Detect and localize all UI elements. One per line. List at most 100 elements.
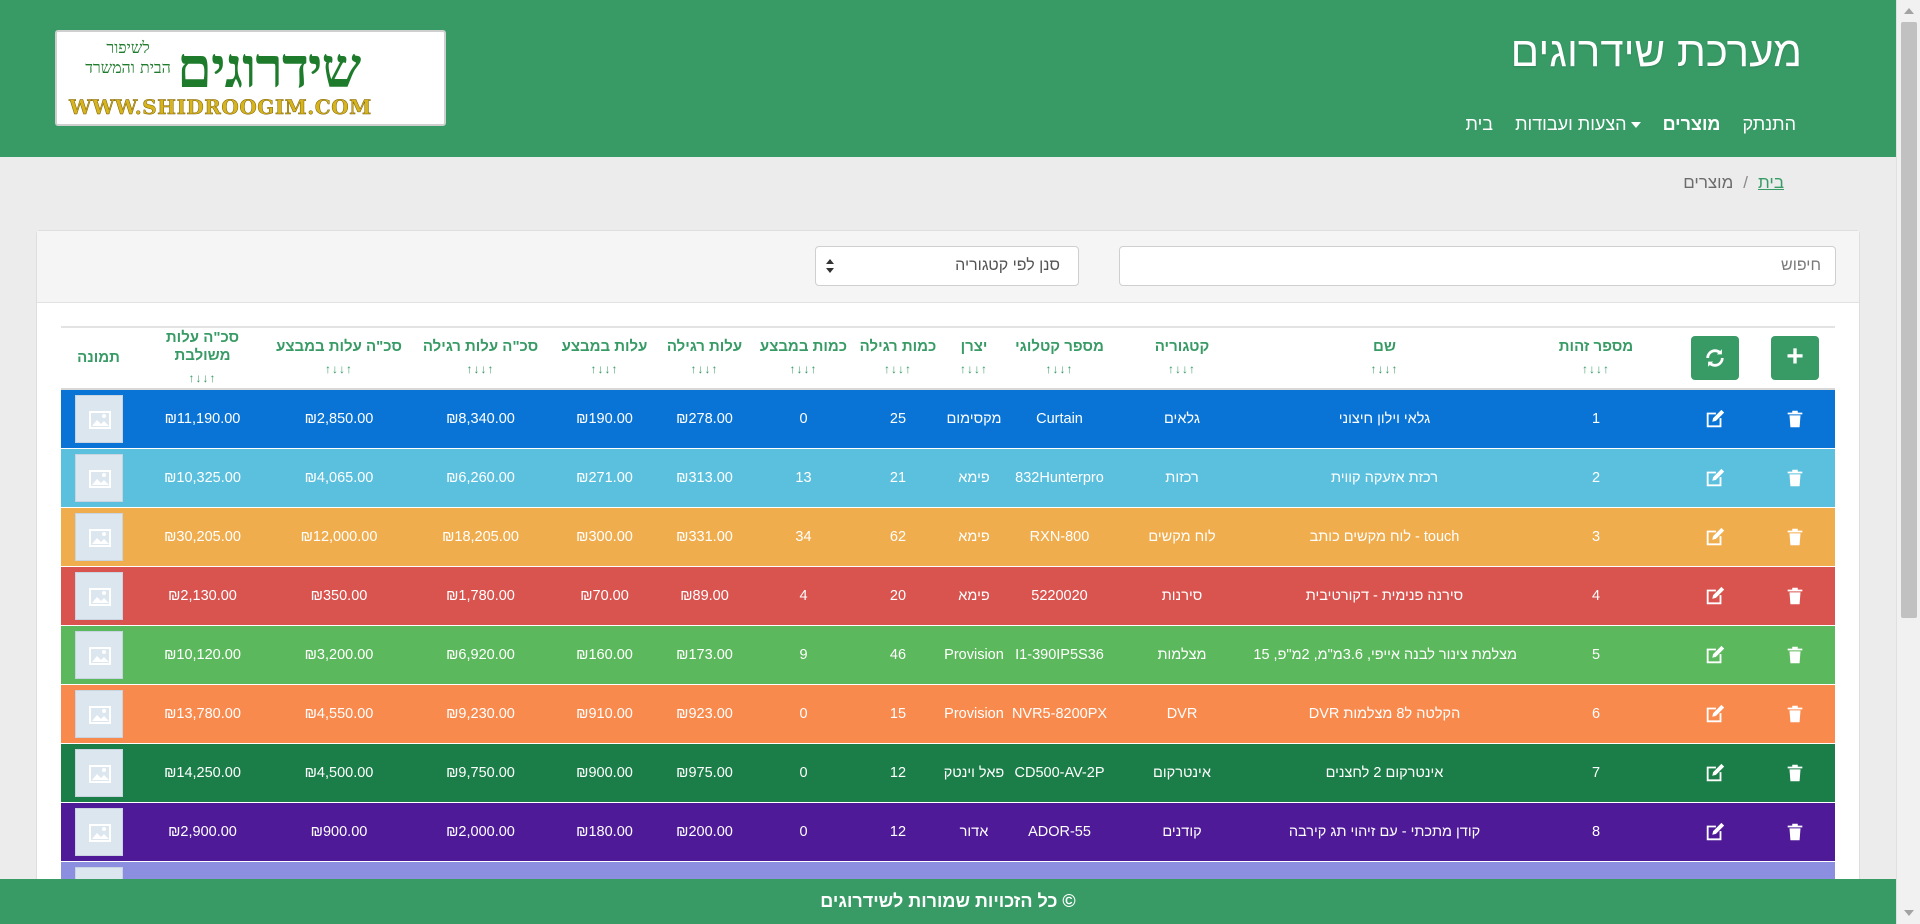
image-placeholder-icon: [88, 528, 111, 547]
trash-icon[interactable]: [1784, 467, 1806, 489]
page-scrollbar[interactable]: [1896, 0, 1920, 924]
nav-products[interactable]: מוצרים: [1662, 114, 1721, 134]
header-qty-regular[interactable]: כמות רגילה ↑↓↓↑: [859, 338, 937, 376]
logo[interactable]: שידרוגים לשיפור הבית והמשרד WWW.SHIDROOG…: [55, 30, 446, 126]
cell-total-sale: ₪12,000.00: [300, 528, 378, 545]
cell-category: מצלמות: [1157, 646, 1207, 663]
header-total-sale[interactable]: סכ"ה עלות במבצע ↑↓↓↑: [269, 327, 409, 389]
cell-cost-regular: ₪313.00: [676, 469, 733, 486]
image-placeholder-icon: [88, 469, 111, 488]
cell-qty-regular: 25: [889, 410, 907, 427]
image-thumbnail[interactable]: [74, 453, 123, 502]
cell-id: 7: [1591, 764, 1601, 781]
header-category[interactable]: קטגוריה ↑↓↓↑: [1112, 327, 1252, 389]
sort-icon: ↑↓↓↑: [789, 362, 818, 376]
cell-qty-sale: 0: [799, 764, 808, 781]
cell-cost-sale: ₪180.00: [576, 823, 633, 840]
add-product-button[interactable]: +: [1771, 336, 1819, 380]
cell-category: DVR: [1166, 705, 1198, 722]
cell-cost-regular: ₪173.00: [676, 646, 733, 663]
cell-category: רכזות: [1165, 469, 1199, 486]
scroll-thumb[interactable]: [1901, 22, 1917, 618]
edit-cell: [1675, 684, 1755, 743]
header-name[interactable]: שם ↑↓↓↑: [1252, 327, 1517, 389]
cell-cost-sale: ₪160.00: [576, 646, 633, 663]
header-cost-regular[interactable]: עלות רגילה ↑↓↓↑: [657, 327, 752, 389]
nav-quotes-dropdown[interactable]: הצעות ועבודות: [1515, 112, 1641, 136]
scroll-up-arrow-icon[interactable]: [1904, 8, 1914, 14]
trash-icon[interactable]: [1784, 644, 1806, 666]
image-thumbnail[interactable]: [74, 512, 123, 561]
trash-icon[interactable]: [1784, 408, 1806, 430]
products-table-wrapper: + מספר זהות ↑↓↓↑ שם ↑↓↓↑ קטגוריה ↑↓↓↑ מספר …: [61, 326, 1835, 921]
image-cell: [61, 625, 136, 684]
edit-icon[interactable]: [1704, 467, 1726, 489]
image-thumbnail[interactable]: [74, 630, 123, 679]
header-id[interactable]: מספר זהות ↑↓↓↑: [1517, 327, 1675, 389]
trash-icon[interactable]: [1784, 703, 1806, 725]
delete-cell: [1755, 566, 1835, 625]
cell-category: לוח מקשים: [1148, 528, 1216, 545]
nav-home[interactable]: בית: [1465, 114, 1494, 134]
cell-qty-sale: 0: [799, 823, 808, 840]
trash-icon[interactable]: [1784, 526, 1806, 548]
cell-qty-regular: 12: [889, 823, 907, 840]
cell-cost-sale: ₪900.00: [576, 764, 633, 781]
image-cell: [61, 802, 136, 861]
edit-icon[interactable]: [1704, 526, 1726, 548]
sort-icon: ↑↓↓↑: [690, 362, 719, 376]
cell-total-regular: ₪18,205.00: [442, 528, 519, 545]
cell-manufacturer: מקסימום: [946, 410, 1002, 427]
nav-logout[interactable]: התנתק: [1742, 114, 1796, 134]
cell-qty-sale: 4: [799, 587, 808, 604]
scroll-down-arrow-icon[interactable]: [1904, 910, 1914, 916]
image-thumbnail[interactable]: [74, 394, 123, 443]
image-thumbnail[interactable]: [74, 689, 123, 738]
header-total-regular[interactable]: סכ"ה עלות רגילה ↑↓↓↑: [409, 327, 552, 389]
image-thumbnail[interactable]: [74, 571, 123, 620]
image-thumbnail[interactable]: [74, 807, 123, 856]
cell-name: קודן מתכתי - עם זיהוי תג קירבה: [1288, 823, 1481, 840]
sort-icon: ↑↓↓↑: [466, 362, 495, 376]
cell-qty-regular: 12: [889, 764, 907, 781]
edit-icon[interactable]: [1704, 821, 1726, 843]
cell-id: 6: [1591, 705, 1601, 722]
trash-icon[interactable]: [1784, 585, 1806, 607]
cell-name: רכזת אזעקה קווית: [1331, 469, 1438, 486]
logo-tagline-line-1: לשיפור: [106, 38, 150, 57]
products-card: סנן לפי קטגוריה: [36, 230, 1860, 924]
breadcrumb-home[interactable]: בית: [1758, 173, 1784, 192]
trash-icon[interactable]: [1784, 821, 1806, 843]
cell-total-sale: ₪4,550.00: [304, 705, 374, 722]
cell-name: מצלמת צינור לבנה אייפי, 3.6מ"מ, 2מ"פ, 15…: [1252, 646, 1517, 663]
edit-icon[interactable]: [1704, 585, 1726, 607]
table-row: 5 מצלמת צינור לבנה אייפי, 3.6מ"מ, 2מ"פ, 1…: [61, 625, 1835, 684]
image-thumbnail[interactable]: [74, 748, 123, 797]
cell-category: גלאים: [1164, 410, 1200, 427]
cell-cost-regular: ₪278.00: [676, 410, 733, 427]
image-cell: [61, 507, 136, 566]
edit-icon[interactable]: [1704, 644, 1726, 666]
header-catalog[interactable]: מספר קטלוגי ↑↓↓↑: [1007, 327, 1112, 389]
refresh-button[interactable]: [1691, 336, 1739, 380]
refresh-icon: [1706, 349, 1724, 367]
header-qty-sale[interactable]: כמות במבצע ↑↓↓↑: [752, 327, 855, 389]
cell-catalog: 832Hunterpro: [1015, 469, 1104, 486]
search-input[interactable]: [1119, 246, 1836, 286]
cell-total-combined: ₪13,780.00: [164, 705, 241, 722]
category-filter-select[interactable]: סנן לפי קטגוריה: [815, 246, 1079, 286]
cell-qty-regular: 15: [889, 705, 907, 722]
edit-icon[interactable]: [1704, 408, 1726, 430]
cell-qty-sale: 0: [799, 705, 808, 722]
cell-name: touch - לוח מקשים כותב: [1309, 528, 1460, 545]
cell-manufacturer: אדור: [959, 823, 989, 840]
cell-qty-sale: 34: [795, 528, 812, 545]
trash-icon[interactable]: [1784, 762, 1806, 784]
cell-catalog: ADOR-55: [1028, 823, 1091, 840]
edit-icon[interactable]: [1704, 703, 1726, 725]
header-manufacturer[interactable]: יצרן ↑↓↓↑: [941, 327, 1007, 389]
header-cost-sale[interactable]: עלות במבצע ↑↓↓↑: [552, 327, 657, 389]
cell-catalog: 5220020: [1031, 587, 1088, 604]
edit-icon[interactable]: [1704, 762, 1726, 784]
header-total-combined[interactable]: סכ"ה עלות משולבת ↑↓↓↑: [136, 327, 269, 389]
